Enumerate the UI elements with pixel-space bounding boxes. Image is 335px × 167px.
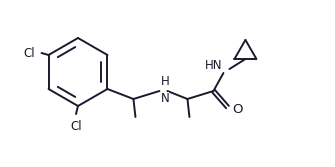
Text: H: H (160, 75, 169, 88)
Text: O: O (232, 103, 243, 116)
Text: N: N (160, 92, 169, 105)
Text: Cl: Cl (70, 120, 82, 133)
Text: Cl: Cl (23, 46, 35, 59)
Text: HN: HN (205, 59, 222, 72)
